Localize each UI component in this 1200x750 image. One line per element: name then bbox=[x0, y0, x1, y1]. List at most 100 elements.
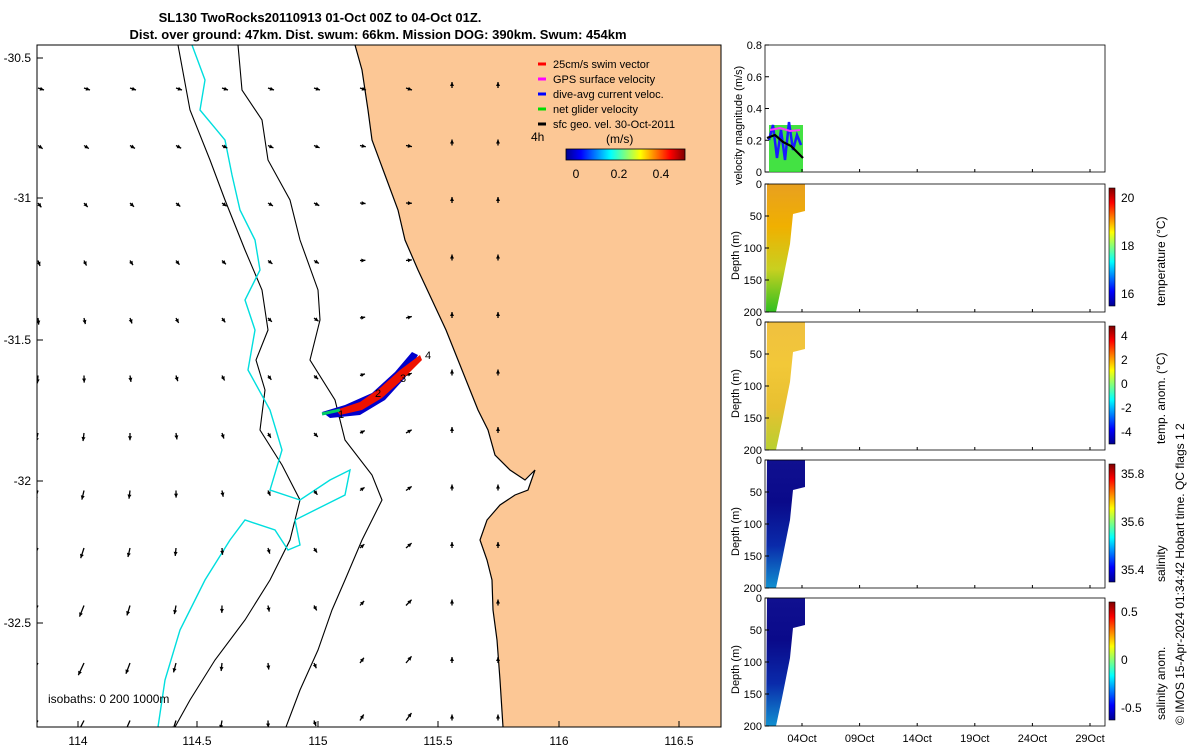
map-xtick-label: 115.5 bbox=[423, 734, 452, 748]
vector-arrowhead bbox=[266, 549, 271, 554]
vector-arrowhead bbox=[407, 656, 412, 661]
panel-background bbox=[765, 460, 1105, 588]
vector-arrowhead bbox=[175, 260, 180, 265]
vector-arrowhead bbox=[407, 543, 412, 548]
panel-cbar-tick: 18 bbox=[1121, 239, 1135, 253]
glider-track bbox=[321, 352, 422, 418]
panel-ytick-label: 150 bbox=[744, 413, 762, 425]
velocity-ylabel: velocity magnitude (m/s) bbox=[733, 66, 745, 185]
time-tick-label: 19Oct bbox=[960, 733, 989, 745]
track-label-1: 1 bbox=[338, 409, 344, 421]
panel-ytick-label: 150 bbox=[744, 551, 762, 563]
vector-arrowhead bbox=[32, 613, 36, 617]
panel-ytick-label: 200 bbox=[744, 721, 762, 733]
profile-data-patch bbox=[766, 322, 805, 450]
velocity-frame bbox=[764, 44, 1106, 173]
vector-arrow bbox=[79, 720, 85, 727]
vector-arrowhead bbox=[221, 260, 226, 265]
map-frame bbox=[36, 44, 722, 728]
map-xtick-label: 116 bbox=[549, 734, 568, 748]
velocity-panel: 0.8 0.6 0.4 0.2 0 velocity magnitude (m/s) bbox=[733, 40, 1106, 185]
panel-cbar-label: salinity anom. bbox=[1154, 647, 1168, 720]
vector-arrowhead bbox=[219, 666, 224, 671]
vector-arrowhead bbox=[127, 494, 132, 499]
vector-arrowhead bbox=[496, 427, 500, 431]
footer-credit: © IMOS 15-Apr-2024 01:34:42 Hobart time.… bbox=[1173, 423, 1187, 725]
vector-arrowhead bbox=[407, 315, 412, 320]
panel-cbar-tick: -0.5 bbox=[1121, 701, 1142, 715]
colorbar-title: (m/s) bbox=[606, 132, 633, 146]
vector-arrowhead bbox=[80, 553, 84, 559]
vector-arrowhead bbox=[360, 373, 365, 378]
vector-arrowhead bbox=[129, 260, 133, 266]
vector-arrowhead bbox=[126, 552, 131, 558]
panel-ytick-label: 0 bbox=[756, 593, 762, 605]
vector-arrowhead bbox=[361, 201, 366, 206]
profile-data-patch bbox=[766, 184, 805, 312]
isobath-1000m bbox=[174, 45, 301, 727]
vector-arrowhead bbox=[407, 712, 412, 718]
profile-data-patch bbox=[766, 460, 805, 588]
vector-arrowhead bbox=[496, 542, 500, 546]
vector-arrowhead bbox=[79, 612, 83, 617]
vector-arrowhead bbox=[37, 320, 41, 325]
panel-cbar-tick: 20 bbox=[1121, 191, 1135, 205]
panel-cbar-tick: 16 bbox=[1121, 287, 1135, 301]
time-tick-label: 04Oct bbox=[787, 733, 816, 745]
land-polygon bbox=[355, 45, 721, 727]
vector-arrowhead bbox=[38, 144, 43, 149]
legend-entry: 25cm/s swim vector bbox=[553, 59, 650, 71]
legend-entry: GPS surface velocity bbox=[553, 74, 656, 86]
vector-arrow bbox=[126, 720, 131, 727]
map-cbar-tick-0: 0 bbox=[573, 167, 580, 181]
panel-background bbox=[765, 322, 1105, 450]
vector-arrowhead bbox=[80, 495, 85, 500]
vector-arrowhead bbox=[125, 669, 130, 674]
panel-ytick-label: 0 bbox=[756, 455, 762, 467]
vector-arrowhead bbox=[223, 86, 228, 91]
vector-arrowhead bbox=[450, 427, 454, 431]
profile-data-patch bbox=[766, 598, 805, 726]
panel-ytick-label: 100 bbox=[744, 657, 762, 669]
vector-arrowhead bbox=[129, 202, 134, 207]
vector-arrowhead bbox=[220, 434, 225, 439]
vector-arrowhead bbox=[37, 379, 40, 384]
vector-arrowhead bbox=[219, 724, 224, 727]
vector-arrowhead bbox=[407, 143, 412, 148]
vector-arrowhead bbox=[360, 430, 365, 435]
vector-arrowhead bbox=[85, 86, 90, 91]
vector-arrowhead bbox=[360, 487, 365, 492]
vector-arrowhead bbox=[29, 731, 33, 735]
vector-arrowhead bbox=[83, 202, 88, 208]
panel-colorbar bbox=[1108, 601, 1116, 721]
panel-ytick-label: 100 bbox=[744, 381, 762, 393]
panel-ytick-label: 200 bbox=[744, 445, 762, 457]
vector-arrowhead bbox=[361, 258, 366, 263]
vector-arrowhead bbox=[314, 202, 320, 206]
map-xtick-label: 116.5 bbox=[664, 734, 693, 748]
vector-arrowhead bbox=[267, 317, 272, 322]
track-green-line bbox=[321, 408, 341, 416]
map-xtick-label: 114 bbox=[68, 734, 87, 748]
vector-arrowhead bbox=[496, 254, 500, 259]
velocity-data bbox=[766, 121, 804, 172]
vector-arrowhead bbox=[359, 714, 364, 719]
vector-arrowhead bbox=[496, 484, 500, 489]
panel-cbar-tick: -2 bbox=[1121, 401, 1132, 415]
map-colorbar bbox=[565, 148, 686, 161]
vector-arrowhead bbox=[37, 261, 41, 266]
velocity-tick-label: 0 bbox=[756, 167, 762, 179]
vector-arrowhead bbox=[315, 86, 320, 91]
chart-title-line2: Dist. over ground: 47km. Dist. swum: 66k… bbox=[129, 27, 627, 42]
track-red-band bbox=[336, 355, 422, 415]
vector-arrowhead bbox=[173, 551, 178, 556]
map-y-axis: -30.5 -31 -31.5 -32 -32.5 bbox=[4, 51, 43, 630]
coastline bbox=[354, 45, 536, 727]
vector-arrowhead bbox=[266, 607, 271, 612]
vector-arrowhead bbox=[220, 492, 225, 497]
panel-colorbar bbox=[1108, 187, 1116, 307]
panel-cbar-label: salinity bbox=[1154, 545, 1168, 582]
vector-arrowhead bbox=[450, 542, 454, 546]
vector-arrowhead bbox=[360, 315, 366, 320]
